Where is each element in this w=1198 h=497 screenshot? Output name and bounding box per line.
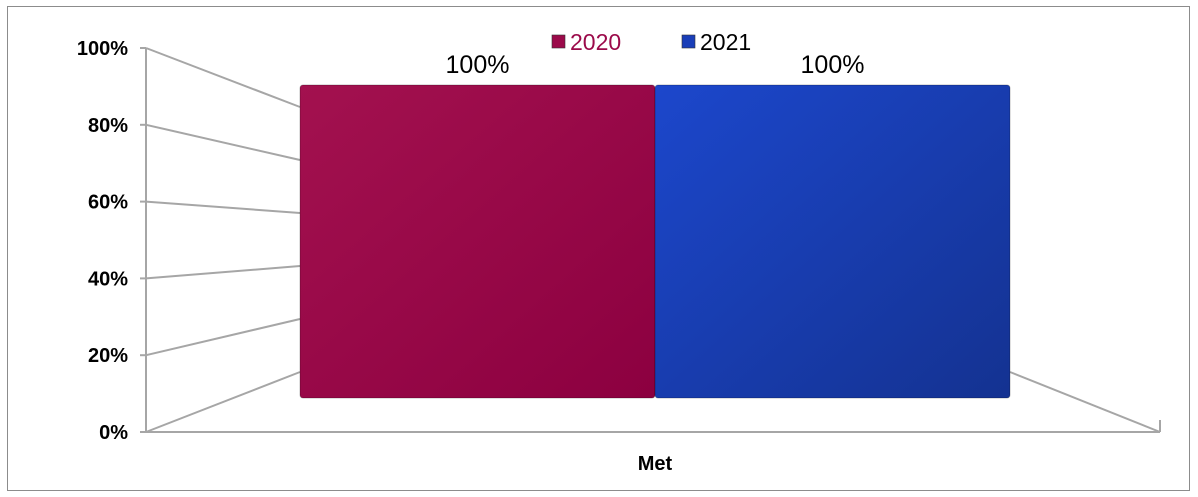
y-tick-label: 60% xyxy=(88,192,128,214)
gridlines xyxy=(140,47,301,433)
y-tick-label: 40% xyxy=(88,268,128,290)
floor-left-edge xyxy=(145,371,301,433)
legend-label-2021: 2021 xyxy=(700,29,751,55)
bar-2021 xyxy=(654,84,1011,399)
bars xyxy=(299,84,1011,399)
y-tick-label: 80% xyxy=(88,115,128,137)
data-label-2021: 100% xyxy=(801,51,865,79)
gridline xyxy=(145,123,301,161)
floor-back-edge xyxy=(1009,371,1161,433)
y-tick-label: 100% xyxy=(77,38,128,60)
data-labels: 100% 100% xyxy=(446,51,865,79)
legend-swatch-2020 xyxy=(551,34,566,49)
gridline xyxy=(145,265,301,280)
bar-2020 xyxy=(299,84,656,399)
data-label-2020: 100% xyxy=(446,51,510,79)
axes xyxy=(145,48,1161,433)
y-tick-label: 0% xyxy=(99,422,128,444)
gridline xyxy=(145,200,301,214)
legend-label-2020: 2020 xyxy=(570,29,621,55)
gridline xyxy=(145,47,301,108)
y-tick-label: 20% xyxy=(88,345,128,367)
category-label: Met xyxy=(638,453,673,475)
y-tick-labels: 0% 20% 40% 60% 80% 100% xyxy=(77,38,128,444)
gridline xyxy=(145,318,301,357)
legend-swatch-2021 xyxy=(681,34,696,49)
legend: 2020 2021 xyxy=(551,29,751,55)
